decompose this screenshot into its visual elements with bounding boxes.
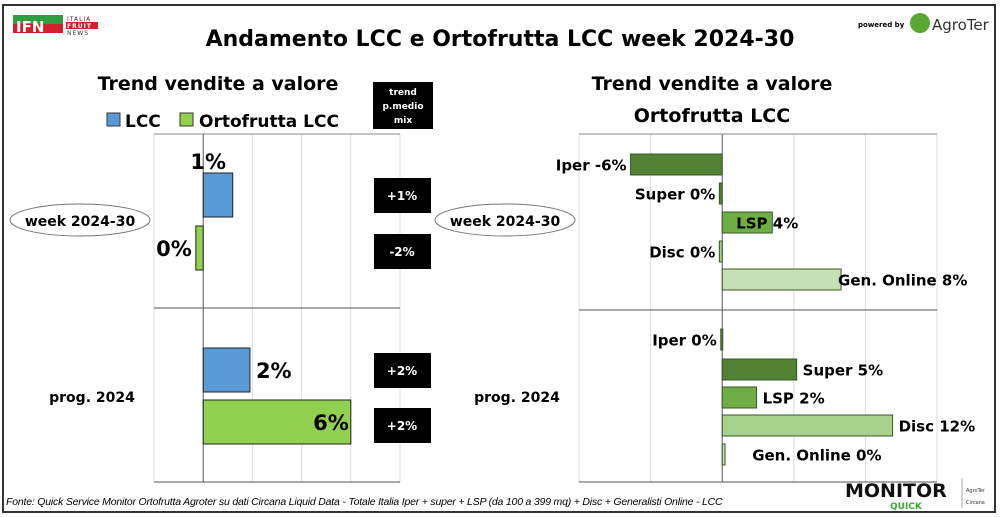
svg-text:QUICK: QUICK [890, 502, 923, 512]
bar-super [721, 358, 798, 381]
powered-by-text: powered by [858, 21, 905, 29]
bar-disc [718, 240, 723, 263]
mix-header-text: p.medio [382, 102, 423, 112]
data-label: Disc 0% [649, 244, 715, 262]
svg-text:MONITOR: MONITOR [845, 480, 947, 502]
data-label: 2% [256, 359, 292, 383]
main-title: Andamento LCC e Ortofrutta LCC week 2024… [206, 27, 795, 52]
bar-super [718, 182, 723, 205]
ifn-logo: IFN ITALIA FRUIT NEWS [13, 15, 98, 37]
mix-header-text: mix [394, 116, 412, 126]
chart-title: Trend vendite a valore [98, 73, 339, 95]
data-label: 0% [156, 237, 192, 261]
group-label: week 2024-30 [25, 214, 136, 230]
data-label: Super 0% [635, 186, 715, 204]
bar-lsp [721, 211, 773, 234]
svg-text:ITALIA: ITALIA [67, 16, 91, 23]
mix-badge-value: +1% [387, 189, 417, 203]
mix-badge [374, 178, 431, 213]
source-footnote: Fonte: Quick Service Monitor Ortofrutta … [6, 496, 723, 508]
bar-ortofrutta [202, 399, 352, 445]
mix-badge-value: +2% [387, 364, 417, 378]
mix-header-text: trend [389, 88, 417, 98]
data-label: Disc 12% [899, 418, 976, 436]
svg-text:Circana: Circana [966, 500, 985, 506]
bar-ortofrutta [195, 225, 204, 271]
data-label: Gen. Online 8% [838, 272, 967, 290]
bar-iper [630, 153, 723, 176]
bar-lsp [721, 386, 758, 409]
data-label: Super 5% [803, 362, 883, 380]
legend-swatch-lcc [106, 112, 121, 127]
svg-text:AgroTer: AgroTer [932, 16, 990, 34]
group-label: prog. 2024 [49, 390, 135, 406]
group-label: prog. 2024 [474, 390, 560, 406]
legend-swatch-ortofrutta [179, 112, 194, 127]
bar-iper [720, 328, 724, 351]
data-label: LSP 2% [763, 390, 825, 408]
bar-lcc [202, 172, 234, 218]
data-label: 6% [313, 411, 349, 435]
group-ellipse [434, 203, 576, 237]
group-ellipse [9, 203, 151, 237]
chart-title-line1: Trend vendite a valore [592, 73, 833, 95]
mix-badge [374, 234, 431, 269]
mix-badge-value: -2% [389, 245, 414, 259]
mix-badge-value: +2% [387, 419, 417, 433]
group-label: week 2024-30 [450, 214, 561, 230]
bar-lcc [202, 347, 251, 393]
data-label: 1% [190, 150, 226, 174]
legend-label-lcc: LCC [125, 112, 161, 132]
agroter-logo: powered by AgroTer [858, 13, 990, 34]
frame [2, 4, 996, 513]
bar-gen-online [721, 268, 842, 291]
svg-text:NEWS: NEWS [67, 30, 89, 37]
mix-badge [374, 408, 431, 443]
svg-text:FRUIT: FRUIT [67, 23, 92, 30]
mix-header-box [373, 82, 433, 129]
mix-badge [374, 353, 431, 388]
data-label: Gen. Online 0% [752, 447, 881, 465]
data-label: Iper 0% [652, 332, 717, 350]
monitor-quick-logo: MONITOR QUICK AgroTer Circana [845, 478, 986, 512]
svg-text:AgroTer: AgroTer [966, 488, 986, 494]
data-label: Iper -6% [556, 157, 627, 175]
chart-title-line2: Ortofrutta LCC [634, 105, 790, 127]
data-label: LSP 4% [736, 215, 798, 233]
bar-gen-online [721, 443, 726, 466]
bar-disc [721, 414, 894, 437]
legend-label-ortofrutta: Ortofrutta LCC [199, 112, 339, 132]
svg-text:IFN: IFN [16, 18, 44, 36]
